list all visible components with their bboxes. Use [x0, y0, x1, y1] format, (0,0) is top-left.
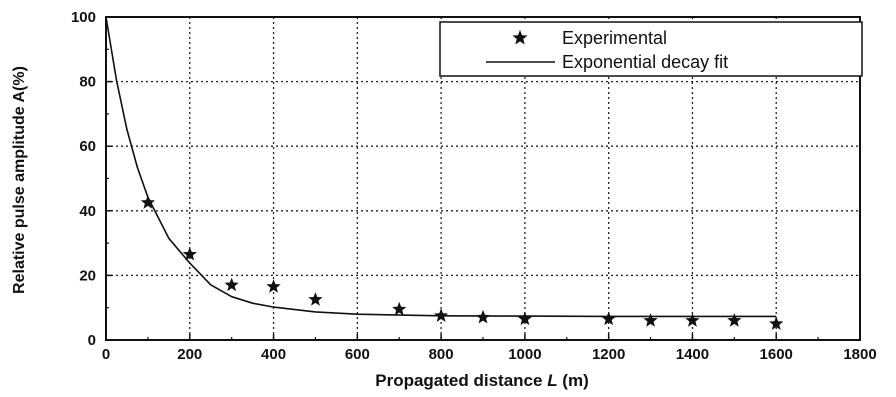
data-point-star — [769, 316, 784, 330]
data-point-star — [266, 279, 281, 293]
y-tick-label: 0 — [88, 332, 96, 349]
x-tick-label: 600 — [345, 346, 370, 363]
experimental-points — [140, 195, 784, 330]
legend-box — [439, 21, 863, 77]
x-tick-label: 200 — [177, 346, 202, 363]
data-point-star — [392, 301, 407, 316]
legend-label-fit: Exponential decay fit — [562, 52, 728, 72]
data-point-star — [685, 313, 700, 327]
y-tick-labels: 0 20 40 60 80 100 — [71, 9, 96, 349]
y-tick-label: 100 — [71, 9, 96, 26]
y-tick-label: 20 — [79, 267, 96, 284]
x-tick-label: 400 — [261, 346, 286, 363]
x-tick-label: 800 — [429, 346, 454, 363]
data-point-star — [308, 292, 323, 306]
x-tick-label: 1400 — [676, 346, 709, 363]
data-point-star — [433, 308, 449, 322]
x-tick-label: 1200 — [592, 346, 625, 363]
plot-frame — [105, 16, 861, 341]
x-tick-label: 0 — [102, 346, 110, 363]
legend-star-icon — [512, 30, 528, 45]
y-tick-label: 80 — [79, 74, 96, 91]
data-point-star — [224, 277, 239, 292]
fit-curve — [105, 16, 777, 318]
data-point-star — [601, 311, 616, 326]
x-tick-label: 1600 — [760, 346, 793, 363]
y-tick-label: 60 — [79, 138, 96, 155]
x-tick-label: 1000 — [508, 346, 541, 363]
data-point-star — [517, 311, 533, 326]
y-tick-label: 40 — [79, 203, 96, 220]
data-point-star — [140, 195, 156, 209]
x-tick-labels: 0 200 400 600 800 1000 1200 1400 1600 1800 — [102, 346, 877, 363]
data-point-star — [182, 246, 197, 261]
legend-marker-experimental — [512, 30, 528, 45]
data-point-star — [643, 313, 658, 327]
legend-label-experimental: Experimental — [562, 28, 667, 48]
x-tick-label: 1800 — [843, 346, 876, 363]
fit-curve-group — [105, 16, 777, 318]
grid-lines — [106, 17, 860, 340]
data-point-star — [475, 309, 491, 324]
y-axis-title: Relative pulse amplitude A(%) — [11, 66, 28, 294]
x-axis-title: Propagated distance L (m) — [375, 371, 589, 390]
legend: Experimental Exponential decay fit — [439, 21, 863, 77]
data-point-star — [727, 313, 742, 327]
